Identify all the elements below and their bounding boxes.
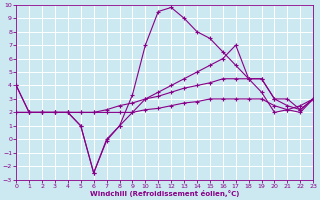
X-axis label: Windchill (Refroidissement éolien,°C): Windchill (Refroidissement éolien,°C) [90,190,239,197]
